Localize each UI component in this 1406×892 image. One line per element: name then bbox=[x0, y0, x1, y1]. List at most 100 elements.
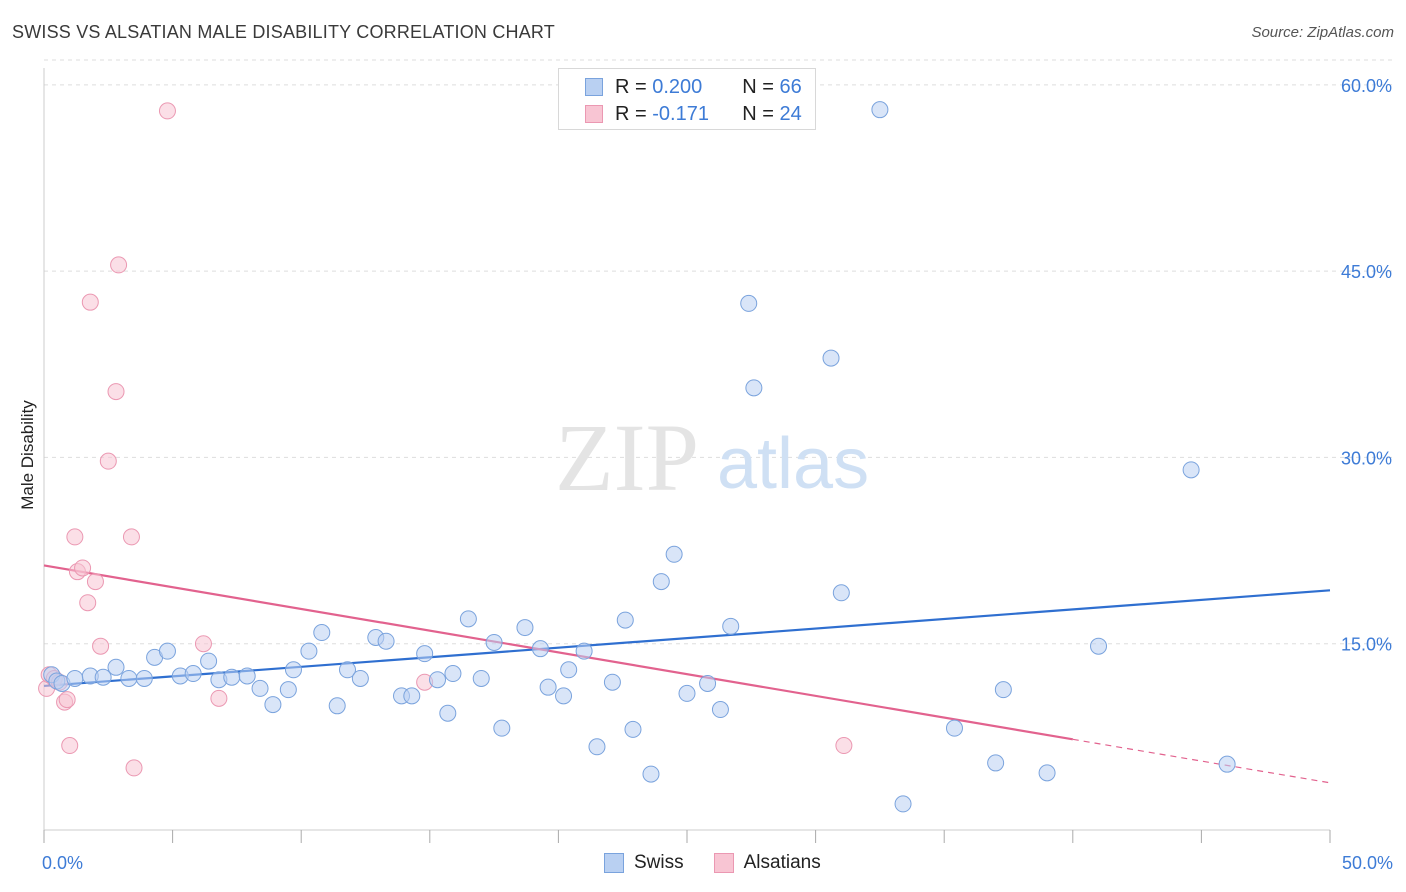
alsatian-point bbox=[158, 102, 176, 120]
y-tick-label: 30.0% bbox=[1341, 448, 1392, 468]
alsatian-point bbox=[81, 293, 99, 311]
legend-row-swiss: R = 0.200 N = 66 bbox=[585, 76, 802, 98]
swiss-point bbox=[107, 658, 125, 676]
alsatian-point bbox=[107, 383, 125, 401]
r-value: -0.171 bbox=[652, 102, 709, 125]
alsatian-point bbox=[210, 689, 228, 707]
n-value: 66 bbox=[779, 75, 802, 98]
y-tick-label: 45.0% bbox=[1341, 262, 1392, 282]
swiss-point bbox=[351, 669, 369, 687]
tick-labels: 15.0% 30.0% 45.0% 60.0% 0.0% 50.0% bbox=[42, 76, 1393, 873]
swiss-point bbox=[328, 697, 346, 715]
swiss-point bbox=[678, 684, 696, 702]
swiss-point bbox=[429, 671, 447, 689]
swiss-point bbox=[459, 610, 477, 628]
alsatian-point bbox=[110, 256, 128, 274]
swiss-point bbox=[832, 584, 850, 602]
swiss-point bbox=[439, 704, 457, 722]
swiss-point bbox=[300, 642, 318, 660]
swiss-point bbox=[894, 795, 912, 813]
alsatian-point bbox=[194, 635, 212, 653]
swiss-swatch bbox=[585, 78, 603, 96]
swiss-point bbox=[238, 667, 256, 685]
r-value: 0.200 bbox=[652, 75, 703, 98]
swiss-swatch bbox=[604, 853, 624, 873]
swiss-point bbox=[987, 754, 1005, 772]
swiss-point bbox=[403, 687, 421, 705]
alsatian-trend-extension bbox=[1072, 738, 1331, 784]
swiss-point bbox=[158, 642, 176, 660]
alsatian-point bbox=[122, 528, 140, 546]
swiss-point bbox=[120, 669, 138, 687]
trend-lines bbox=[43, 564, 1331, 784]
swiss-point bbox=[642, 765, 660, 783]
swiss-point bbox=[560, 661, 578, 679]
swiss-point bbox=[472, 669, 490, 687]
axes bbox=[43, 68, 1331, 843]
swiss-point bbox=[264, 696, 282, 714]
swiss-point bbox=[616, 611, 634, 629]
swiss-point bbox=[722, 617, 740, 635]
swiss-point bbox=[200, 652, 218, 670]
swiss-point bbox=[539, 678, 557, 696]
swiss-point bbox=[555, 687, 573, 705]
swiss-point bbox=[603, 673, 621, 691]
swiss-point bbox=[251, 679, 269, 697]
swiss-point bbox=[135, 669, 153, 687]
swiss-point bbox=[652, 573, 670, 591]
watermark: ZIP atlas bbox=[555, 404, 869, 511]
watermark-atlas: atlas bbox=[717, 424, 869, 504]
alsatian-point bbox=[835, 737, 853, 755]
alsatian-point bbox=[92, 637, 110, 655]
watermark-zip: ZIP bbox=[555, 404, 699, 511]
swiss-point bbox=[485, 633, 503, 651]
swiss-point bbox=[338, 661, 356, 679]
swiss-point bbox=[284, 661, 302, 679]
alsatian-swatch bbox=[585, 105, 603, 123]
legend-item-alsatians[interactable]: Alsatians bbox=[713, 852, 821, 874]
swiss-point bbox=[1090, 637, 1108, 655]
x-tick-label: 0.0% bbox=[42, 853, 83, 873]
swiss-point bbox=[740, 294, 758, 312]
source-label: Source: ZipAtlas.com bbox=[1251, 24, 1394, 41]
y-tick-label: 15.0% bbox=[1341, 635, 1392, 655]
alsatian-point bbox=[79, 594, 97, 612]
swiss-point bbox=[665, 545, 683, 563]
swiss-point bbox=[516, 619, 534, 637]
alsatian-point bbox=[66, 528, 84, 546]
alsatian-trend-line bbox=[43, 564, 1073, 741]
grid-lines bbox=[44, 59, 1392, 645]
alsatian-point bbox=[99, 452, 117, 470]
n-label: N = bbox=[742, 102, 774, 125]
alsatian-point bbox=[125, 759, 143, 777]
swiss-point bbox=[493, 719, 511, 737]
y-tick-label: 60.0% bbox=[1341, 76, 1392, 96]
legend-item-swiss[interactable]: Swiss bbox=[604, 852, 684, 874]
correlation-legend: R = 0.200 N = 66 R = -0.171 N = 24 bbox=[558, 68, 816, 130]
swiss-point bbox=[531, 640, 549, 658]
swiss-point bbox=[945, 719, 963, 737]
swiss-point bbox=[223, 668, 241, 686]
n-value: 24 bbox=[779, 102, 802, 125]
swiss-point bbox=[1218, 755, 1236, 773]
swiss-point bbox=[416, 645, 434, 663]
r-label: R = bbox=[615, 75, 647, 98]
data-points bbox=[38, 101, 1236, 813]
swiss-point bbox=[624, 720, 642, 738]
swiss-point bbox=[1038, 764, 1056, 782]
swiss-point bbox=[94, 668, 112, 686]
swiss-point bbox=[66, 669, 84, 687]
swiss-point bbox=[279, 681, 297, 699]
x-tick-label: 50.0% bbox=[1342, 853, 1393, 873]
swiss-point bbox=[1182, 461, 1200, 479]
legend-row-alsatians: R = -0.171 N = 24 bbox=[585, 103, 802, 125]
swiss-point bbox=[444, 665, 462, 683]
r-label: R = bbox=[615, 102, 647, 125]
legend-label-alsatians: Alsatians bbox=[743, 852, 821, 873]
swiss-point bbox=[313, 624, 331, 642]
legend-label-swiss: Swiss bbox=[634, 852, 684, 873]
alsatian-point bbox=[61, 737, 79, 755]
swiss-point bbox=[575, 642, 593, 660]
swiss-point bbox=[822, 349, 840, 367]
